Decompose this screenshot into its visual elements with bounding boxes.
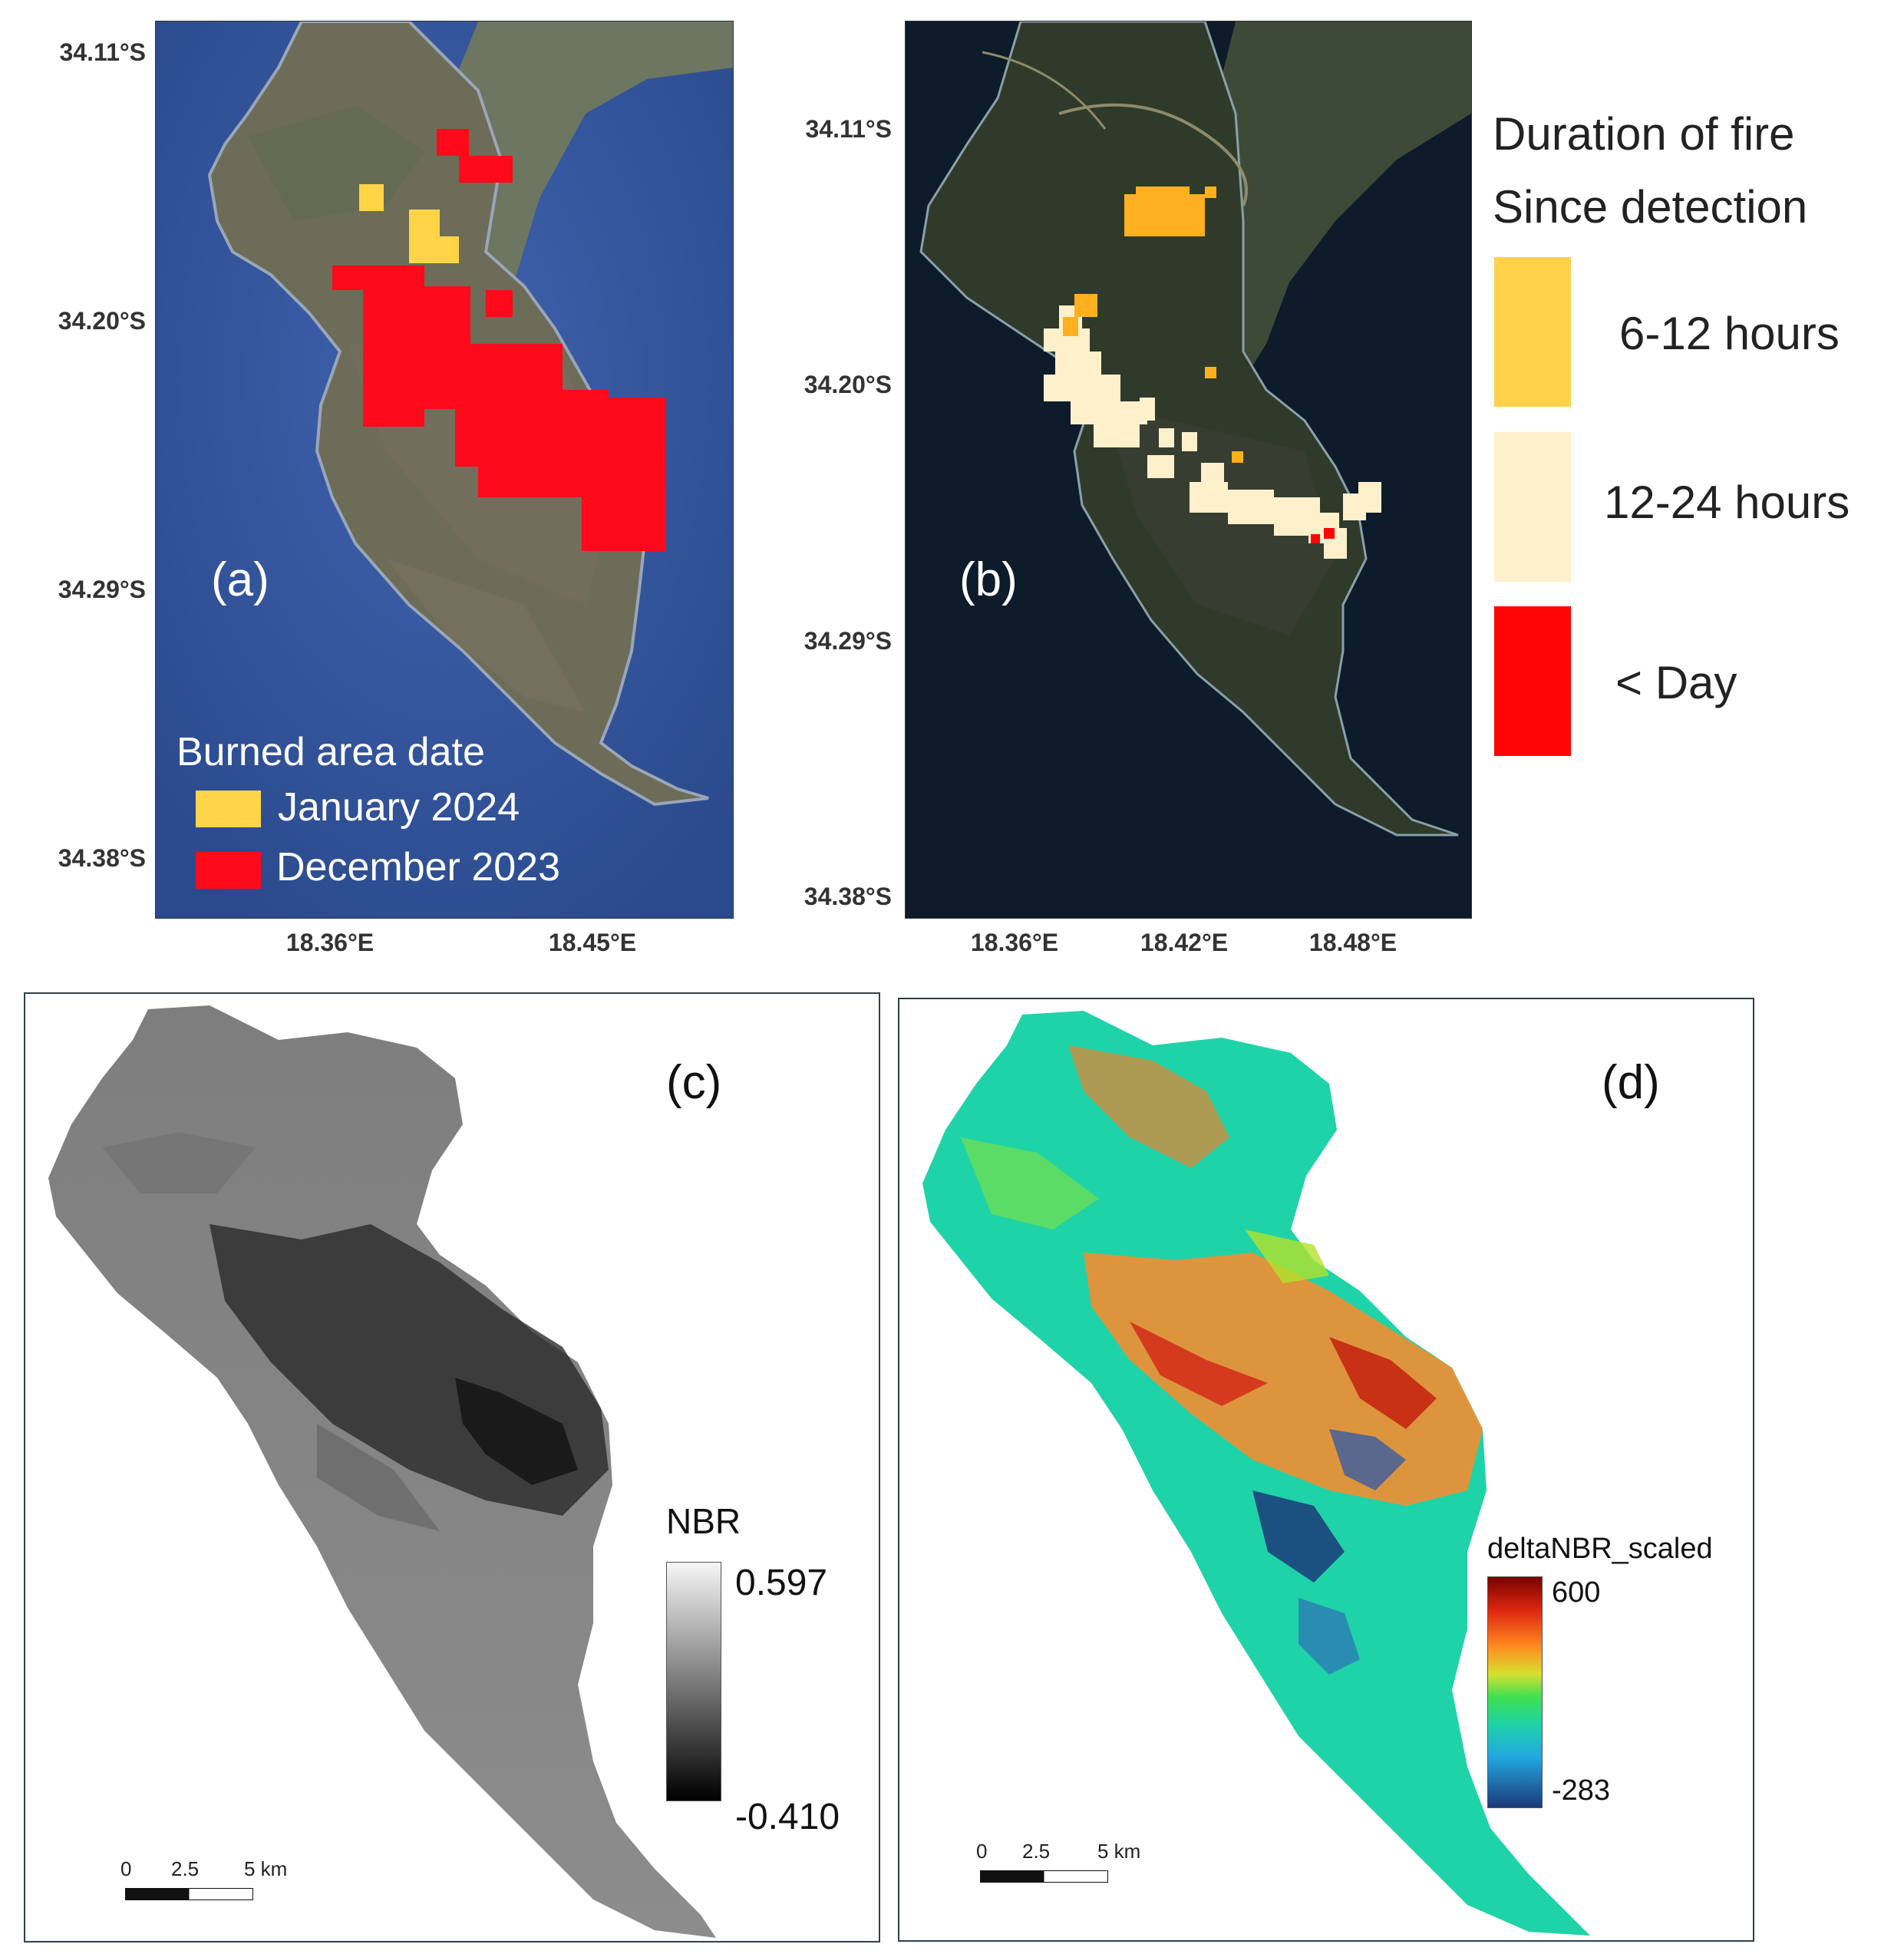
panel-c-colorbar [666, 1562, 721, 1801]
panel-b-legend-title-2: Since detection [1493, 181, 1808, 233]
panel-d-label: (d) [1602, 1056, 1660, 1109]
fire-duration-cells [1044, 186, 1381, 559]
panel-d-scale-label-1: 2.5 [1022, 1840, 1051, 1863]
panel-b-lat-tick-1: 34.11°S [805, 115, 892, 143]
panel-b-legend-title-1: Duration of fire [1493, 108, 1795, 160]
panel-a-lat-tick-1: 34.11°S [59, 38, 146, 66]
legend-swatch-dec-2023 [196, 852, 261, 889]
panel-b-lat-tick-3: 34.29°S [804, 627, 892, 655]
panel-d-colorbar-min: -283 [1552, 1774, 1611, 1807]
burn-dec-2023 [332, 129, 666, 551]
panel-b-lon-tick-3: 18.48°E [1308, 929, 1397, 956]
panel-b-lon-tick-1: 18.36°E [970, 929, 1059, 956]
legend-label-jan-2024: January 2024 [278, 785, 520, 830]
panel-b-lon-tick-2: 18.42°E [1140, 929, 1229, 956]
panel-c-nbr-map [48, 1005, 716, 1938]
panel-a-label: (a) [211, 553, 269, 606]
panel-d-scale-label-0: 0 [976, 1840, 988, 1863]
panel-a-lon-tick-1: 18.36°E [285, 929, 375, 956]
panel-d-dnbr-map [922, 1011, 1590, 1936]
panel-d-scale-label-2: 5 km [1097, 1840, 1141, 1863]
panel-a-legend-title: Burned area date [177, 730, 485, 774]
panel-c-colorbar-title: NBR [666, 1501, 741, 1541]
legend-label-less-than-day: < Day [1615, 657, 1737, 708]
panel-c-colorbar-max: 0.597 [735, 1563, 828, 1603]
panel-c-colorbar-min: -0.410 [735, 1797, 840, 1837]
panel-c-label: (c) [666, 1056, 722, 1109]
panel-b-lat-tick-4: 34.38°S [804, 883, 892, 910]
panel-c-scale-label-0: 0 [120, 1857, 132, 1880]
legend-label-6-12h: 6-12 hours [1619, 308, 1840, 359]
panel-c: (c) NBR 0.597 -0.410 0 2.5 5 km [24, 992, 880, 1942]
panel-d: (d) deltaNBR_scaled 600 -283 0 2.5 5 km [898, 998, 1754, 1942]
panel-d-colorbar-title: deltaNBR_scaled [1487, 1533, 1713, 1565]
panel-d-scale-bar [980, 1870, 1108, 1883]
legend-label-12-24h: 12-24 hours [1604, 477, 1850, 528]
panel-b-map [905, 21, 1472, 919]
legend-swatch-12-24h [1494, 432, 1571, 582]
panel-a-lat-tick-4: 34.38°S [58, 844, 146, 872]
legend-swatch-less-than-day [1494, 606, 1571, 756]
fire-less-than-day [1311, 528, 1335, 543]
panel-c-scale-bar [125, 1888, 253, 1900]
panel-c-scale-label-1: 2.5 [171, 1857, 200, 1880]
fire-12-24h [1044, 305, 1381, 559]
fire-6-12h [1063, 186, 1243, 463]
panel-d-colorbar-max: 600 [1552, 1576, 1601, 1609]
legend-swatch-6-12h [1494, 257, 1571, 407]
panel-a-lat-tick-2: 34.20°S [58, 307, 146, 335]
panel-b-label: (b) [959, 553, 1018, 606]
panel-c-scale-label-2: 5 km [244, 1857, 288, 1880]
panel-d-colorbar [1487, 1576, 1543, 1808]
panel-a-lat-tick-3: 34.29°S [58, 576, 146, 603]
burn-jan-2024 [359, 184, 459, 263]
panel-a-map [155, 21, 734, 919]
burned-area-cells [332, 129, 666, 551]
legend-swatch-jan-2024 [196, 791, 261, 827]
panel-a-lon-tick-2: 18.45°E [548, 929, 637, 956]
legend-label-dec-2023: December 2023 [276, 845, 560, 890]
panel-b-lat-tick-2: 34.20°S [804, 371, 892, 398]
